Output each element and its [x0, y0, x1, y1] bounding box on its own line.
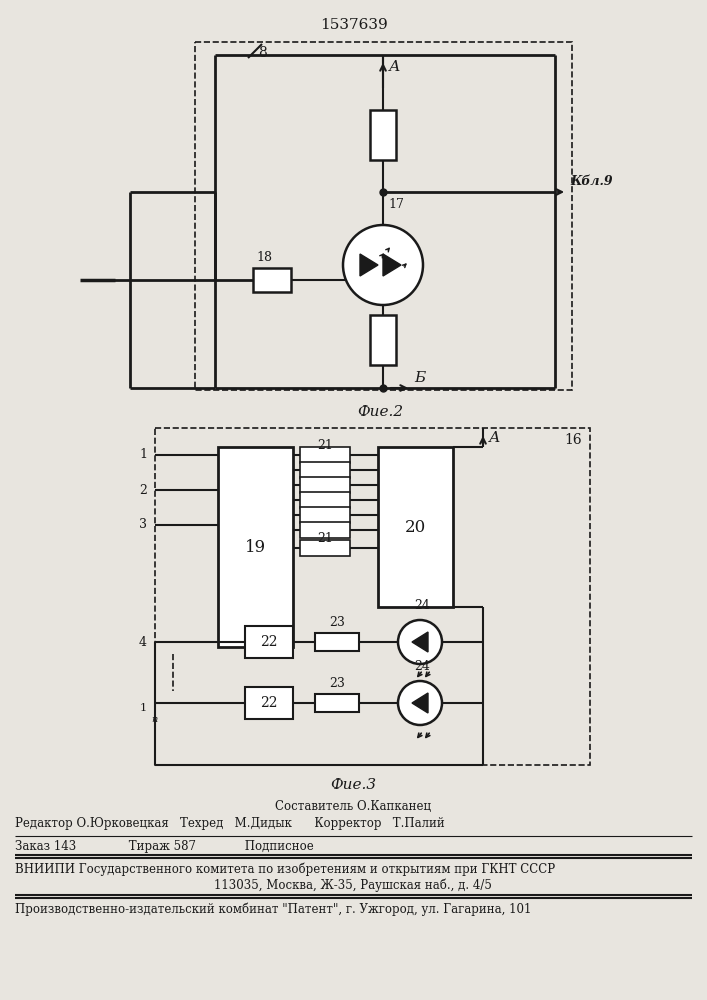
- Bar: [370, 110, 396, 160]
- Text: Б: Б: [414, 371, 425, 385]
- Circle shape: [398, 681, 442, 725]
- Bar: [300, 477, 350, 493]
- Text: Составитель О.Капканец: Составитель О.Капканец: [275, 800, 431, 813]
- Text: 24: 24: [414, 660, 430, 673]
- Text: 2: 2: [139, 484, 147, 496]
- Circle shape: [343, 225, 423, 305]
- Bar: [155, 428, 590, 765]
- Text: 3: 3: [139, 518, 147, 532]
- Polygon shape: [360, 254, 378, 276]
- Text: 1: 1: [139, 448, 147, 462]
- Bar: [370, 315, 396, 365]
- Text: 21: 21: [317, 532, 333, 545]
- Text: 8: 8: [258, 46, 267, 60]
- Polygon shape: [412, 632, 428, 652]
- Bar: [315, 694, 359, 712]
- Bar: [218, 447, 293, 647]
- Bar: [300, 540, 350, 556]
- Polygon shape: [383, 254, 401, 276]
- Text: Фие.2: Фие.2: [357, 405, 403, 419]
- Text: Фие.3: Фие.3: [330, 778, 376, 792]
- Text: 24: 24: [414, 599, 430, 612]
- Bar: [378, 447, 453, 607]
- Text: n: n: [151, 715, 157, 724]
- Bar: [300, 507, 350, 523]
- Bar: [315, 633, 359, 651]
- Text: 19: 19: [245, 538, 266, 556]
- Circle shape: [398, 620, 442, 664]
- Bar: [245, 687, 293, 719]
- Text: 23: 23: [329, 616, 345, 629]
- Text: 18: 18: [256, 251, 272, 264]
- Bar: [300, 462, 350, 478]
- Text: 113035, Москва, Ж-35, Раушская наб., д. 4/5: 113035, Москва, Ж-35, Раушская наб., д. …: [214, 879, 492, 892]
- Text: 1: 1: [140, 703, 147, 713]
- Text: А: А: [389, 60, 400, 74]
- Text: 22: 22: [260, 635, 278, 649]
- Bar: [300, 447, 350, 463]
- Bar: [300, 522, 350, 538]
- Text: 1537639: 1537639: [320, 18, 388, 32]
- Text: 20: 20: [405, 518, 426, 536]
- Polygon shape: [412, 693, 428, 713]
- Text: 21: 21: [317, 439, 333, 452]
- Text: 23: 23: [329, 677, 345, 690]
- Text: 16: 16: [564, 433, 582, 447]
- Text: ВНИИПИ Государственного комитета по изобретениям и открытиям при ГКНТ СССР: ВНИИПИ Государственного комитета по изоб…: [15, 862, 555, 876]
- Text: Кбл.9: Кбл.9: [570, 175, 613, 188]
- Text: Производственно-издательский комбинат "Патент", г. Ужгород, ул. Гагарина, 101: Производственно-издательский комбинат "П…: [15, 902, 532, 916]
- Text: Редактор О.Юрковецкая   Техред   М.Дидык      Корректор   Т.Палий: Редактор О.Юрковецкая Техред М.Дидык Кор…: [15, 817, 445, 830]
- Text: 22: 22: [260, 696, 278, 710]
- Bar: [245, 626, 293, 658]
- Text: Заказ 143              Тираж 587             Подписное: Заказ 143 Тираж 587 Подписное: [15, 840, 314, 853]
- Bar: [253, 268, 291, 292]
- Text: А: А: [489, 431, 501, 445]
- Bar: [300, 492, 350, 508]
- Text: 17: 17: [388, 198, 404, 211]
- Bar: [195, 42, 572, 390]
- Text: 4: 4: [139, 636, 147, 648]
